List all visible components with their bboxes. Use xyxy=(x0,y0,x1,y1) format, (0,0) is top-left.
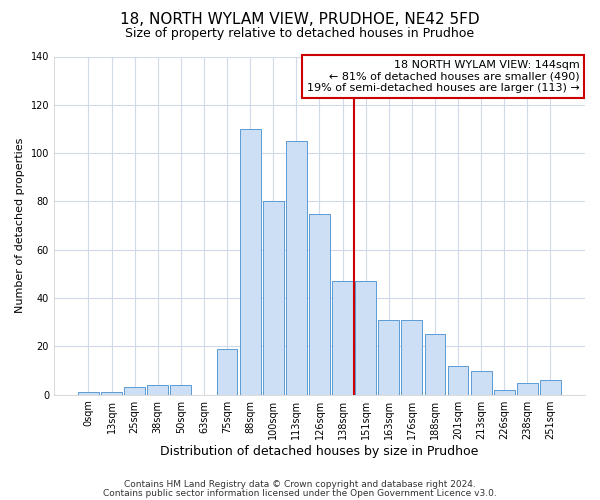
Bar xyxy=(494,390,515,394)
Bar xyxy=(448,366,469,394)
X-axis label: Distribution of detached houses by size in Prudhoe: Distribution of detached houses by size … xyxy=(160,444,479,458)
Bar xyxy=(101,392,122,394)
Text: Contains HM Land Registry data © Crown copyright and database right 2024.: Contains HM Land Registry data © Crown c… xyxy=(124,480,476,489)
Bar xyxy=(263,202,284,394)
Bar xyxy=(379,320,399,394)
Bar xyxy=(148,385,168,394)
Bar xyxy=(124,388,145,394)
Y-axis label: Number of detached properties: Number of detached properties xyxy=(15,138,25,314)
Text: Size of property relative to detached houses in Prudhoe: Size of property relative to detached ho… xyxy=(125,28,475,40)
Bar xyxy=(355,281,376,394)
Bar xyxy=(286,141,307,395)
Bar xyxy=(332,281,353,394)
Bar xyxy=(170,385,191,394)
Bar xyxy=(217,349,238,395)
Text: 18, NORTH WYLAM VIEW, PRUDHOE, NE42 5FD: 18, NORTH WYLAM VIEW, PRUDHOE, NE42 5FD xyxy=(120,12,480,28)
Bar xyxy=(309,214,330,394)
Bar xyxy=(540,380,561,394)
Bar xyxy=(78,392,99,394)
Bar xyxy=(471,370,491,394)
Bar xyxy=(401,320,422,394)
Text: Contains public sector information licensed under the Open Government Licence v3: Contains public sector information licen… xyxy=(103,489,497,498)
Bar xyxy=(240,129,260,394)
Bar xyxy=(425,334,445,394)
Bar xyxy=(517,382,538,394)
Text: 18 NORTH WYLAM VIEW: 144sqm
← 81% of detached houses are smaller (490)
19% of se: 18 NORTH WYLAM VIEW: 144sqm ← 81% of det… xyxy=(307,60,580,93)
